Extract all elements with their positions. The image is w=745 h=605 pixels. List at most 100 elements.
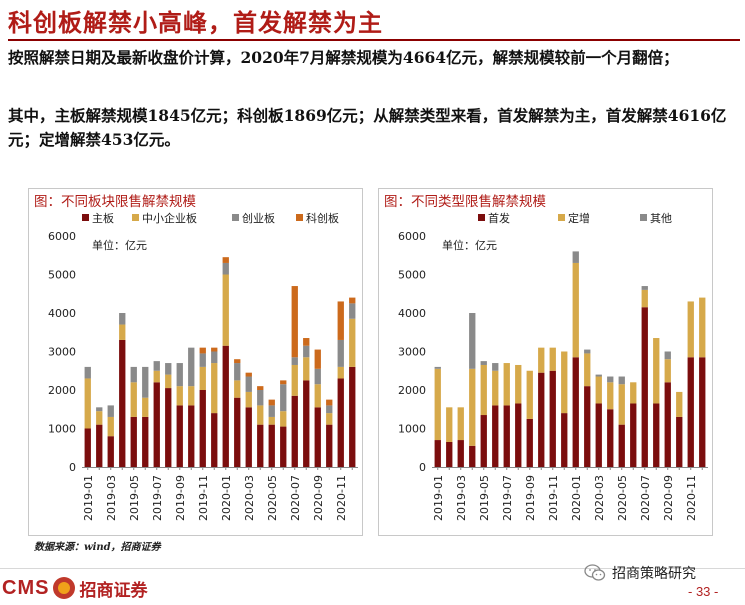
bar-segment — [257, 405, 264, 425]
bar-segment — [607, 376, 614, 383]
x-tick-label: 2019-03 — [455, 475, 468, 521]
bar-segment — [222, 257, 229, 263]
x-tick-label: 2020-01 — [220, 475, 233, 521]
company-logo: CMS 招商证券 — [2, 575, 147, 601]
paragraph-2: 其中，主板解禁规模1845亿元；科创板1869亿元；从解禁类型来看，首发解禁为主… — [8, 106, 727, 149]
bar-segment — [211, 363, 218, 414]
bar-segment — [607, 409, 614, 467]
bar-segment — [84, 428, 91, 467]
legend-swatch — [232, 214, 239, 221]
y-tick-label: 5000 — [398, 269, 426, 282]
bar-segment — [469, 313, 476, 369]
x-tick-label: 2020-07 — [639, 475, 652, 521]
bar-segment — [188, 347, 195, 387]
y-tick-label: 1000 — [398, 423, 426, 436]
bar-segment — [199, 347, 206, 354]
bar-segment — [653, 403, 660, 467]
bar-segment — [211, 351, 218, 364]
bar-segment — [572, 357, 579, 467]
bar-segment — [107, 416, 114, 437]
y-tick-label: 3000 — [398, 346, 426, 359]
bar-segment — [687, 301, 694, 358]
bar-segment — [526, 370, 533, 419]
bar-segment — [234, 397, 241, 467]
bar-segment — [469, 368, 476, 446]
y-tick-label: 2000 — [398, 384, 426, 397]
bar-segment — [595, 374, 602, 377]
bar-segment — [234, 363, 241, 381]
bar-segment — [153, 361, 160, 371]
bar-segment — [572, 251, 579, 263]
bar-segment — [245, 376, 252, 392]
bar-segment — [653, 338, 660, 404]
bar-segment — [199, 390, 206, 467]
bar-segment — [314, 407, 321, 467]
y-tick-label: 4000 — [48, 307, 76, 320]
bar-segment — [268, 416, 275, 425]
bar-segment — [245, 407, 252, 467]
bar-segment — [664, 351, 671, 360]
bar-segment — [291, 357, 298, 365]
bar-segment — [630, 382, 637, 404]
x-tick-label: 2020-07 — [289, 475, 302, 521]
bar-segment — [326, 424, 333, 467]
bar-segment — [446, 441, 453, 467]
bar-segment — [211, 347, 218, 352]
legend-swatch — [132, 214, 139, 221]
bar-segment — [503, 363, 510, 406]
bar-segment — [130, 382, 137, 417]
page-number: - 33 - — [688, 584, 719, 599]
y-tick-label: 0 — [69, 461, 76, 474]
bar-segment — [280, 426, 287, 467]
bar-segment — [96, 424, 103, 467]
bar-segment — [142, 397, 149, 417]
bar-segment — [326, 399, 333, 406]
x-tick-label: 2020-01 — [570, 475, 583, 521]
y-tick-label: 0 — [419, 461, 426, 474]
bar-segment — [291, 364, 298, 396]
bar-segment — [280, 380, 287, 385]
y-tick-label: 6000 — [48, 230, 76, 243]
bar-segment — [349, 366, 356, 467]
bar-segment — [119, 324, 126, 340]
bar-segment — [107, 436, 114, 467]
y-tick-label: 3000 — [48, 346, 76, 359]
legend-swatch — [640, 214, 647, 221]
footer-divider — [0, 568, 745, 569]
bar-segment — [664, 359, 671, 383]
legend-swatch — [478, 214, 485, 221]
bar-segment — [349, 297, 356, 304]
x-tick-label: 2019-11 — [197, 475, 210, 521]
bar-segment — [469, 445, 476, 467]
legend-label: 科创板 — [306, 211, 339, 225]
bar-segment — [676, 391, 683, 417]
bar-segment — [245, 372, 252, 377]
x-tick-label: 2020-03 — [593, 475, 606, 521]
bar-segment — [699, 357, 706, 467]
bar-segment — [549, 370, 556, 467]
bar-segment — [303, 338, 310, 346]
bar-segment — [561, 351, 568, 414]
bar-segment — [234, 359, 241, 364]
bar-segment — [303, 380, 310, 467]
bar-segment — [222, 345, 229, 467]
bar-segment — [337, 339, 344, 367]
bar-segment — [618, 384, 625, 425]
bar-segment — [492, 370, 499, 406]
bar-segment — [176, 363, 183, 387]
data-source: 数据来源：wind，招商证券 — [34, 542, 161, 553]
bar-segment — [584, 349, 591, 354]
wechat-watermark: 招商策略研究 — [584, 563, 696, 583]
bar-segment — [572, 262, 579, 358]
bar-segment — [119, 339, 126, 467]
paragraph-1: 按照解禁日期及最新收盘价计算，2020年7月解禁规模为4664亿元，解禁规模较前… — [8, 48, 679, 67]
bar-segment — [165, 363, 172, 375]
bar-segment — [538, 347, 545, 373]
bar-segment — [446, 407, 453, 442]
x-tick-label: 2019-01 — [432, 475, 445, 521]
bar-segment — [492, 363, 499, 371]
bar-segment — [337, 301, 344, 340]
bar-segment — [211, 413, 218, 467]
